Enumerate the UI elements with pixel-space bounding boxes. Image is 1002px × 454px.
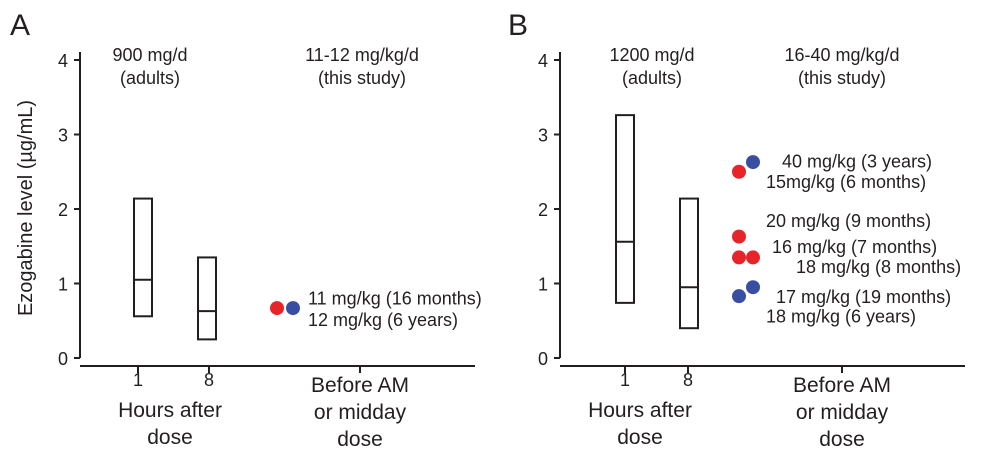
- panel-letter: B: [508, 9, 528, 42]
- panel-letter: A: [10, 9, 30, 42]
- range-box: [615, 114, 635, 304]
- hours-label-line2: dose: [617, 426, 663, 449]
- data-point-red: [732, 229, 746, 244]
- header-left-line2: (adults): [120, 68, 180, 88]
- point-annotation: 12 mg/kg (6 years): [308, 310, 458, 330]
- before-label-line2: or midday: [314, 401, 407, 424]
- data-point-red: [270, 301, 284, 316]
- header-left-line1: 1200 mg/d: [609, 45, 694, 65]
- y-axis-label: Ezogabine level (µg/mL): [15, 100, 37, 316]
- before-label-line1: Before AM: [793, 374, 891, 397]
- before-label-line3: dose: [819, 428, 865, 451]
- data-point-red: [746, 250, 760, 265]
- y-tick-label: 4: [58, 51, 68, 71]
- x-tick-label-1: 1: [620, 370, 630, 390]
- header-right-line2: (this study): [318, 68, 406, 88]
- before-label-line2: or midday: [796, 401, 889, 424]
- header-right-line2: (this study): [798, 68, 886, 88]
- point-annotation: 20 mg/kg (9 months): [766, 211, 931, 231]
- data-point-blue: [286, 301, 300, 316]
- header-left-line1: 900 mg/d: [112, 45, 187, 65]
- panel-b: B 1200 mg/d (adults) 16-40 mg/kg/d (this…: [508, 9, 965, 451]
- point-annotation: 17 mg/kg (19 months): [776, 287, 951, 307]
- y-tick-label: 2: [58, 200, 68, 220]
- data-point-blue: [746, 280, 760, 295]
- range-box: [197, 256, 217, 341]
- hours-label-line2: dose: [147, 426, 193, 449]
- data-point-blue: [732, 289, 746, 304]
- x-tick-label-8: 8: [204, 370, 214, 390]
- header-right-line1: 16-40 mg/kg/d: [784, 45, 899, 65]
- x-tick-label-8: 8: [683, 370, 693, 390]
- y-tick-label: 2: [538, 200, 548, 220]
- header-right-line1: 11-12 mg/kg/d: [305, 45, 419, 65]
- header-left-line2: (adults): [622, 68, 682, 88]
- hours-label-line1: Hours after: [588, 399, 692, 422]
- y-tick-label: 1: [58, 275, 68, 295]
- point-annotation: 18 mg/kg (6 years): [766, 306, 916, 326]
- point-annotation: 11 mg/kg (16 months): [308, 288, 482, 308]
- range-box: [679, 197, 699, 330]
- point-annotation: 18 mg/kg (8 months): [796, 257, 961, 277]
- panel-a: A 900 mg/d (adults) 11-12 mg/kg/d (this …: [10, 9, 482, 451]
- y-tick-label: 3: [538, 126, 548, 146]
- before-label-line1: Before AM: [311, 374, 409, 397]
- before-label-line3: dose: [337, 428, 383, 451]
- point-annotation: 40 mg/kg (3 years): [782, 151, 932, 171]
- y-tick-label: 3: [58, 126, 68, 146]
- data-point-blue: [746, 155, 760, 170]
- hours-label-line1: Hours after: [118, 399, 222, 422]
- y-tick-label: 4: [538, 51, 548, 71]
- data-point-red: [732, 164, 746, 179]
- y-tick-label: 1: [538, 275, 548, 295]
- y-tick-label: 0: [538, 349, 548, 369]
- range-box: [133, 197, 153, 318]
- y-tick-label: 0: [58, 349, 68, 369]
- data-point-red: [732, 250, 746, 265]
- point-annotation: 16 mg/kg (7 months): [772, 237, 937, 257]
- point-annotation: 15mg/kg (6 months): [766, 172, 926, 192]
- x-tick-label-1: 1: [133, 370, 143, 390]
